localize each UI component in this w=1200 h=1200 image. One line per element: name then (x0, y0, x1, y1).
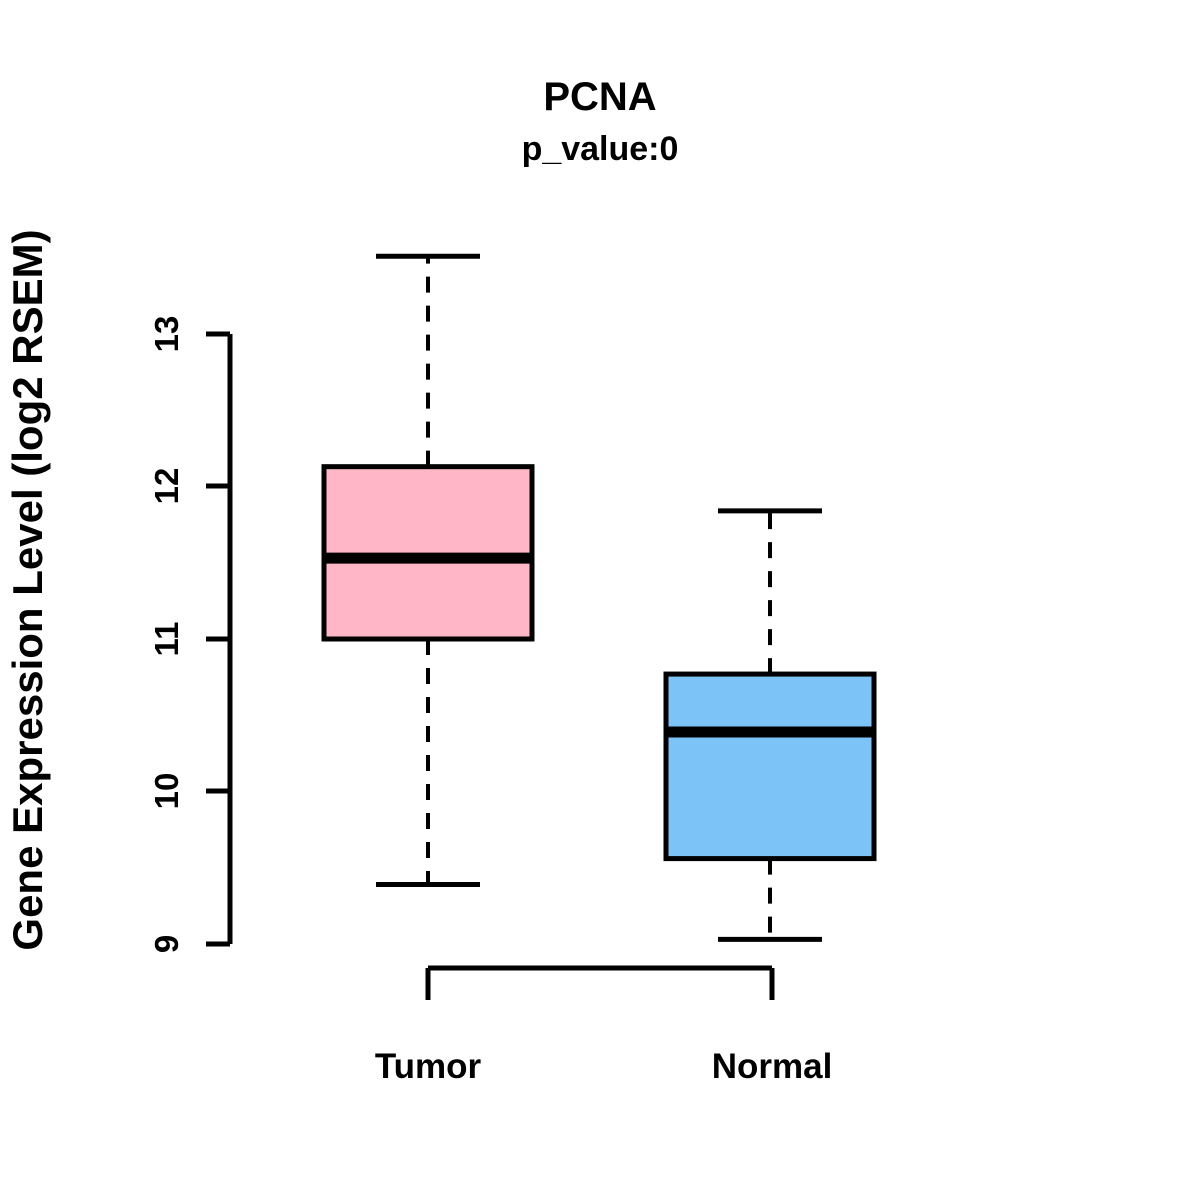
y-tick-label-10: 10 (148, 773, 185, 810)
x-tick-label-tumor: Tumor (375, 1047, 482, 1086)
x-tick-label-normal: Normal (712, 1047, 833, 1086)
y-tick-label-13: 13 (148, 316, 185, 353)
y-tick-label-9: 9 (148, 935, 185, 953)
y-axis-title: Gene Expression Level (log2 RSEM) (4, 229, 51, 950)
y-axis: 13 12 11 10 9 (148, 316, 233, 953)
x-axis: Tumor Normal (375, 965, 833, 1086)
chart-subtitle: p_value:0 (522, 130, 679, 168)
normal-box[interactable] (663, 671, 877, 862)
chart-title: PCNA (543, 75, 656, 119)
y-tick-label-11: 11 (148, 622, 185, 657)
y-tick-label-12: 12 (148, 468, 185, 505)
box-group-tumor[interactable] (321, 253, 535, 888)
box-group-normal[interactable] (663, 508, 877, 942)
